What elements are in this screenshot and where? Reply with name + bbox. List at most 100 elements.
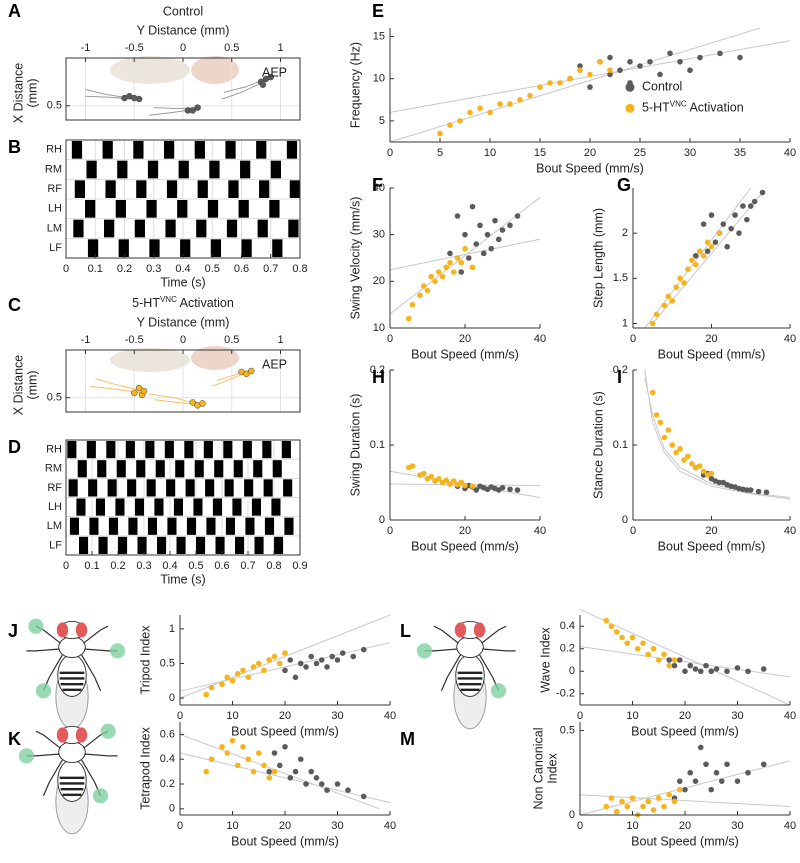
y-axis-label: X Distance [11, 355, 25, 415]
x-tick-label: 0 [630, 525, 636, 537]
fit-line [179, 752, 391, 804]
data-point [697, 744, 704, 751]
data-point [744, 216, 750, 223]
swing-block [193, 498, 203, 516]
data-point [703, 662, 709, 669]
panel-title-part: VNC [160, 295, 177, 304]
leg-label: RM [45, 163, 62, 175]
leg-trace [221, 80, 267, 100]
aep-point [194, 104, 201, 111]
data-point [597, 58, 603, 65]
swing-block [196, 219, 207, 238]
data-point [629, 795, 636, 801]
swing-block [176, 536, 186, 554]
y-tick-label: 0 [622, 514, 628, 526]
panel-letter: M [400, 729, 415, 749]
data-point [292, 768, 299, 775]
x-axis-label: Time (s) [160, 572, 205, 586]
swing-block [95, 498, 105, 516]
leg-label: RH [46, 144, 62, 156]
data-point [637, 63, 643, 69]
y-tick-label: 0 [569, 809, 575, 821]
data-point [495, 236, 502, 243]
swing-block [224, 479, 234, 497]
data-point [250, 664, 257, 670]
swing-block [272, 239, 283, 257]
swing-block [136, 460, 146, 478]
panel-letter: L [400, 621, 411, 641]
data-point [458, 269, 465, 275]
fit-line [579, 646, 791, 678]
x-tick-label: 0 [63, 560, 69, 572]
swing-block [214, 460, 224, 478]
swing-block [254, 536, 264, 554]
swing-block [185, 479, 195, 497]
x-tick-label: 0.5 [224, 42, 239, 54]
y-tick-label: 0 [169, 692, 175, 704]
swing-block [108, 517, 118, 535]
data-point [666, 791, 673, 798]
data-point [603, 617, 610, 624]
leg-trace [85, 89, 130, 99]
swing-block [215, 536, 225, 554]
swing-block [147, 517, 157, 535]
panel-letter: E [372, 1, 384, 21]
data-point [467, 109, 473, 116]
x-tick-label: 0.3 [136, 560, 151, 572]
data-point [634, 645, 641, 652]
y-tick-label: 0.2 [613, 364, 628, 376]
data-point [661, 434, 668, 441]
data-point [666, 662, 673, 669]
data-point [499, 227, 506, 233]
data-point [624, 640, 631, 646]
aep-point [243, 370, 250, 378]
data-point [292, 674, 299, 681]
x-tick-label: 10 [226, 820, 238, 832]
swing-block [89, 517, 99, 535]
x-tick-label: 20 [679, 820, 691, 832]
data-point [409, 301, 416, 308]
data-point [547, 80, 553, 86]
data-point [619, 798, 625, 805]
data-point [700, 468, 707, 475]
swing-block [196, 536, 206, 554]
swing-block [116, 460, 126, 478]
swing-block [98, 536, 108, 554]
swing-block [134, 219, 145, 238]
aep-point [189, 107, 196, 114]
data-point [266, 775, 273, 781]
data-point [420, 470, 427, 477]
legend-label: 5-HTVNC Activation [642, 99, 744, 115]
data-point [661, 302, 668, 309]
panel-title: 5-HTVNC Activation [132, 295, 234, 311]
x-tick-label: 20 [279, 710, 291, 722]
data-point [473, 487, 480, 493]
data-point [537, 84, 543, 90]
x-tick-label: 0.5 [188, 560, 203, 572]
fit-line [389, 238, 541, 271]
swing-block [137, 536, 147, 554]
x-tick-label: 40 [784, 147, 796, 159]
data-point [676, 786, 683, 793]
data-point [567, 75, 573, 82]
data-point [708, 243, 715, 250]
swing-block [269, 200, 280, 218]
data-point [240, 744, 246, 750]
x-tick-label: 0.8 [266, 560, 281, 572]
swing-block [166, 180, 178, 198]
data-point [477, 105, 483, 112]
x-tick-label: 20 [584, 147, 596, 159]
data-point [443, 264, 450, 271]
data-point [617, 67, 623, 74]
y-axis-label: Stance Duration (s) [591, 391, 605, 499]
y-tick-label: 10 [373, 73, 385, 85]
data-point [681, 280, 687, 286]
x-axis-label: Bout Speed (mm/s) [231, 834, 339, 848]
data-point [655, 795, 662, 801]
swing-block [77, 460, 87, 478]
x-tick-label: 0 [577, 710, 583, 722]
data-point [507, 222, 513, 229]
data-point [653, 412, 660, 418]
data-point [245, 674, 252, 681]
